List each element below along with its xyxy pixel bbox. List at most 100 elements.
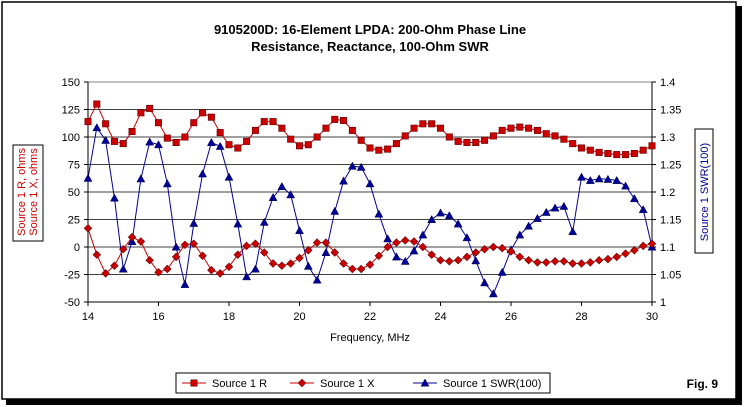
data-point-r (410, 124, 418, 132)
data-point-x (207, 265, 216, 275)
data-point-r (375, 146, 383, 154)
legend-label-x: Source 1 X (320, 378, 375, 390)
data-point-swr (621, 181, 630, 190)
data-point-r (84, 118, 92, 126)
data-point-swr (594, 174, 604, 183)
data-point-r (613, 151, 621, 159)
data-point-x (515, 252, 525, 262)
data-point-r (207, 113, 215, 121)
data-point-x (92, 250, 102, 259)
data-point-r (498, 126, 506, 134)
data-point-r (560, 135, 568, 143)
data-point-swr (577, 172, 586, 181)
data-point-swr (154, 140, 163, 149)
y-tick-label-left: -50 (64, 297, 80, 309)
data-point-swr (321, 247, 331, 256)
data-point-r (216, 129, 224, 137)
legend-label-swr: Source 1 SWR(100) (443, 378, 541, 390)
data-point-r (102, 120, 110, 128)
y-tick-label-right: 1.15 (660, 215, 681, 227)
data-point-x (436, 255, 445, 265)
data-point-r (533, 126, 541, 134)
data-point-swr (277, 181, 287, 190)
data-point-x (312, 238, 322, 247)
data-point-x (286, 259, 295, 268)
data-point-swr (471, 256, 481, 265)
y-axis-label-right: Source 1 SWR(100) (699, 143, 711, 241)
data-point-r (366, 144, 374, 152)
data-point-r (428, 120, 436, 128)
y-tick-label-right: 1 (660, 297, 666, 309)
data-point-x (365, 260, 375, 269)
data-point-x (559, 257, 569, 266)
data-point-r (260, 118, 268, 126)
data-point-r (155, 119, 163, 127)
data-point-r (472, 139, 480, 147)
y-tick-label-left: 100 (62, 132, 80, 144)
data-point-r (648, 142, 656, 150)
data-point-swr (286, 190, 296, 199)
y-tick-label-right: 1.1 (660, 242, 675, 254)
data-point-swr (453, 219, 463, 228)
data-point-swr (541, 207, 551, 216)
data-point-x (154, 268, 163, 277)
data-point-swr (136, 174, 146, 183)
data-point-x (242, 241, 251, 251)
data-point-swr (603, 174, 613, 183)
legend-items: Source 1 R Source 1 X Source 1 SWR(100) (182, 378, 541, 390)
y-tick-label-left: 25 (68, 215, 80, 227)
data-point-swr (180, 279, 190, 288)
axes: -50 -25 0 25 50 75 100 125 150 1 1.05 1.1 1.15 1.2 1.2… (62, 77, 682, 323)
x-tick-label: 22 (364, 311, 376, 323)
data-point-swr (383, 234, 393, 243)
data-point-swr (418, 230, 428, 239)
y-tick-label-left: -25 (64, 270, 80, 282)
data-point-x (630, 246, 639, 255)
data-point-x (119, 244, 128, 254)
data-point-r (269, 118, 277, 126)
x-tick-label: 24 (434, 311, 446, 323)
data-point-swr (462, 233, 472, 242)
x-tick-label: 30 (646, 311, 658, 323)
data-point-x (110, 261, 119, 270)
legend-marker-x (297, 378, 307, 388)
y-axis-label-right-box (694, 128, 714, 254)
data-point-x (638, 241, 648, 251)
data-point-x (356, 264, 366, 274)
data-point-r (146, 104, 154, 112)
data-point-swr (206, 137, 216, 146)
data-point-swr (488, 289, 498, 298)
data-point-swr (515, 230, 525, 239)
data-point-swr (92, 123, 102, 132)
data-point-x (215, 269, 225, 278)
y-axis-label-left-r: Source 1 R, ohms (16, 147, 28, 236)
series-x (83, 224, 657, 278)
data-point-x (533, 258, 542, 267)
data-point-swr (259, 217, 269, 226)
data-point-r (348, 126, 356, 134)
data-point-swr (568, 227, 578, 236)
data-point-r (278, 124, 286, 132)
data-point-r (313, 133, 321, 141)
data-point-x (471, 248, 480, 257)
data-point-r (243, 137, 251, 145)
data-point-swr (233, 219, 243, 228)
data-point-r (577, 144, 585, 152)
data-point-x (180, 240, 190, 250)
x-tick-label: 26 (505, 311, 517, 323)
data-point-r (463, 139, 471, 147)
data-point-r (304, 141, 312, 149)
data-point-x (489, 242, 498, 252)
data-point-swr (83, 173, 93, 182)
legend-label-r: Source 1 R (212, 378, 267, 390)
legend (175, 372, 551, 394)
data-point-x (198, 251, 207, 261)
data-point-x (260, 248, 269, 257)
data-point-swr (356, 162, 366, 171)
data-point-x (339, 259, 348, 268)
data-point-r (357, 136, 365, 144)
data-point-r (516, 123, 524, 131)
data-point-x (321, 238, 331, 247)
data-point-r (392, 140, 400, 148)
data-point-x (277, 261, 287, 270)
